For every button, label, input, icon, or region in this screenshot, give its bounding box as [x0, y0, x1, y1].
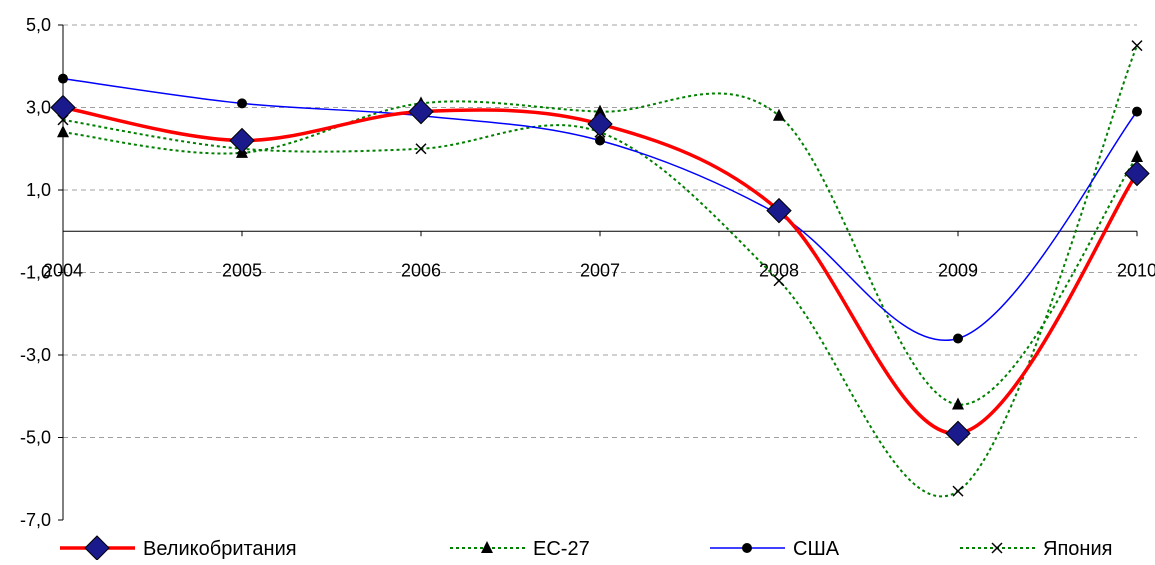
data-point-series-3 [415, 143, 427, 155]
cross-stroke [415, 143, 427, 155]
data-point-series-2 [58, 73, 68, 84]
y-tick-label: -1,0 [20, 263, 51, 283]
legend: Великобритания ЕС-27 США Япония [60, 535, 1112, 561]
data-point-series-1 [773, 108, 785, 121]
data-point-series-0 [408, 98, 434, 125]
cross-stroke [991, 542, 1003, 554]
data-point-series-1 [1131, 150, 1143, 162]
data-point-series-3 [1131, 40, 1143, 52]
legend-marker [84, 535, 110, 561]
y-tick-label: -3,0 [20, 345, 51, 365]
data-point-series-2 [953, 333, 963, 344]
x-tick-label: 2007 [580, 260, 620, 280]
x-tick-labels: 2004 2005 2006 2007 2008 2009 2010 [43, 260, 1155, 280]
legend-label: Япония [1043, 538, 1112, 560]
data-point-series-1 [952, 397, 964, 410]
cross-stroke [952, 485, 964, 497]
cross-stroke [773, 275, 785, 287]
legend-marker [991, 542, 1003, 554]
data-point-series-0 [945, 420, 971, 447]
data-point-series-0 [50, 94, 76, 121]
cross-stroke [1131, 40, 1143, 52]
x-tick-label: 2009 [938, 260, 978, 280]
legend-marker [481, 541, 493, 553]
x-tick-label: 2005 [222, 260, 262, 280]
y-tick-label: -5,0 [20, 428, 51, 448]
data-point-series-0 [587, 111, 613, 137]
data-point-series-2 [1132, 106, 1142, 117]
legend-label: Великобритания [143, 538, 297, 560]
x-tick-label: 2010 [1117, 260, 1155, 280]
series-line-1 [62, 92, 1138, 406]
data-point-series-1 [57, 125, 69, 138]
y-tick-label: 5,0 [26, 15, 51, 35]
data-point-series-3 [952, 485, 964, 497]
y-tick-label: -7,0 [20, 510, 51, 530]
data-point-series-2 [237, 98, 247, 109]
data-point-series-0 [229, 127, 255, 154]
data-point-series-2 [595, 135, 605, 146]
data-point-series-0 [766, 197, 792, 224]
y-tick-labels: 5,0 3,0 1,0 -1,0 -3,0 -5,0 -7,0 [20, 15, 51, 530]
legend-label: США [793, 538, 840, 560]
x-tick-label: 2008 [759, 260, 799, 280]
legend-marker [742, 543, 752, 553]
y-tick-label: 1,0 [26, 180, 51, 200]
data-point-series-0 [1124, 160, 1150, 187]
data-point-series-1 [594, 104, 606, 117]
series-markers [50, 40, 1150, 497]
data-point-series-3 [773, 275, 785, 287]
series-line-3 [62, 45, 1138, 498]
y-tick-label: 3,0 [26, 98, 51, 118]
x-tick-label: 2006 [401, 260, 441, 280]
x-tick-label: 2004 [43, 260, 83, 280]
legend-label: ЕС-27 [533, 538, 590, 560]
